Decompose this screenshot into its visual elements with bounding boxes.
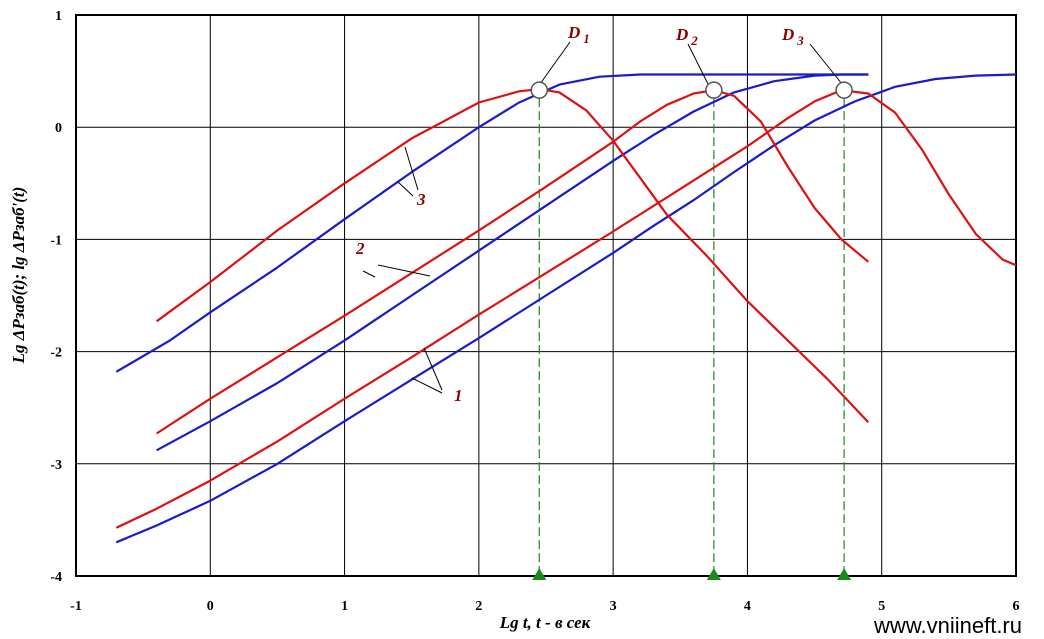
axis-triangle-marker [706, 568, 721, 580]
x-tick-label: 4 [744, 599, 751, 614]
x-axis-label: Lg t, t - в сек [499, 613, 591, 632]
curve-leader-line [362, 270, 376, 278]
series-line-3-pressure [115, 73, 869, 373]
curve-leader-line [377, 264, 431, 277]
point-leader-line [687, 43, 709, 85]
watermark: www.vniineft.ru [873, 613, 1022, 638]
x-tick-label: 2 [475, 599, 482, 614]
series-group [115, 73, 1017, 544]
point-marker-D1 [530, 81, 549, 99]
curve-label-3: 3 [416, 190, 426, 209]
y-tick-labels: 1 0 -1 -2 -3 -4 [50, 9, 62, 585]
point-leader-line [809, 43, 843, 85]
x-tick-labels: -1 0 1 2 3 4 5 6 [70, 599, 1019, 614]
leader-lines [362, 41, 843, 394]
curve-label-2: 2 [355, 239, 365, 258]
x-tick-label: 1 [341, 599, 348, 614]
curve-leader-line [423, 347, 443, 391]
y-tick-label: -1 [50, 233, 62, 248]
series-line-3-derivative [155, 88, 870, 424]
plot-frame [75, 14, 1017, 577]
y-tick-label: 0 [55, 121, 62, 136]
markers-group [532, 568, 852, 580]
axis-triangle-marker [532, 568, 547, 580]
x-tick-label: 3 [610, 599, 617, 614]
drop-lines [538, 98, 845, 576]
curve-leader-line [404, 146, 419, 191]
y-axis-label: Lg ΔPзаб(t); lg ΔPзаб'(t) [9, 187, 28, 365]
series-line-1-derivative [115, 89, 1017, 529]
y-tick-label: 1 [55, 9, 62, 24]
y-tick-label: -3 [50, 458, 62, 473]
grid [76, 15, 1016, 576]
x-tick-label: 6 [1013, 599, 1020, 614]
axis-triangle-marker [837, 568, 852, 580]
point-leader-line [539, 41, 571, 85]
x-tick-label: 0 [207, 599, 214, 614]
y-tick-label: -2 [50, 346, 62, 361]
point-marker-D2 [705, 81, 723, 99]
y-tick-label: -4 [50, 570, 62, 585]
series-line-1-pressure [115, 73, 1017, 544]
curve-label-1: 1 [454, 386, 463, 405]
x-tick-label: -1 [70, 599, 82, 614]
series-line-2-derivative [156, 89, 870, 435]
curve-leader-line [411, 377, 443, 394]
point-marker-D3 [835, 81, 853, 99]
series-line-2-pressure [156, 73, 869, 452]
x-tick-label: 5 [878, 599, 885, 614]
curve-leader-line [397, 181, 414, 197]
